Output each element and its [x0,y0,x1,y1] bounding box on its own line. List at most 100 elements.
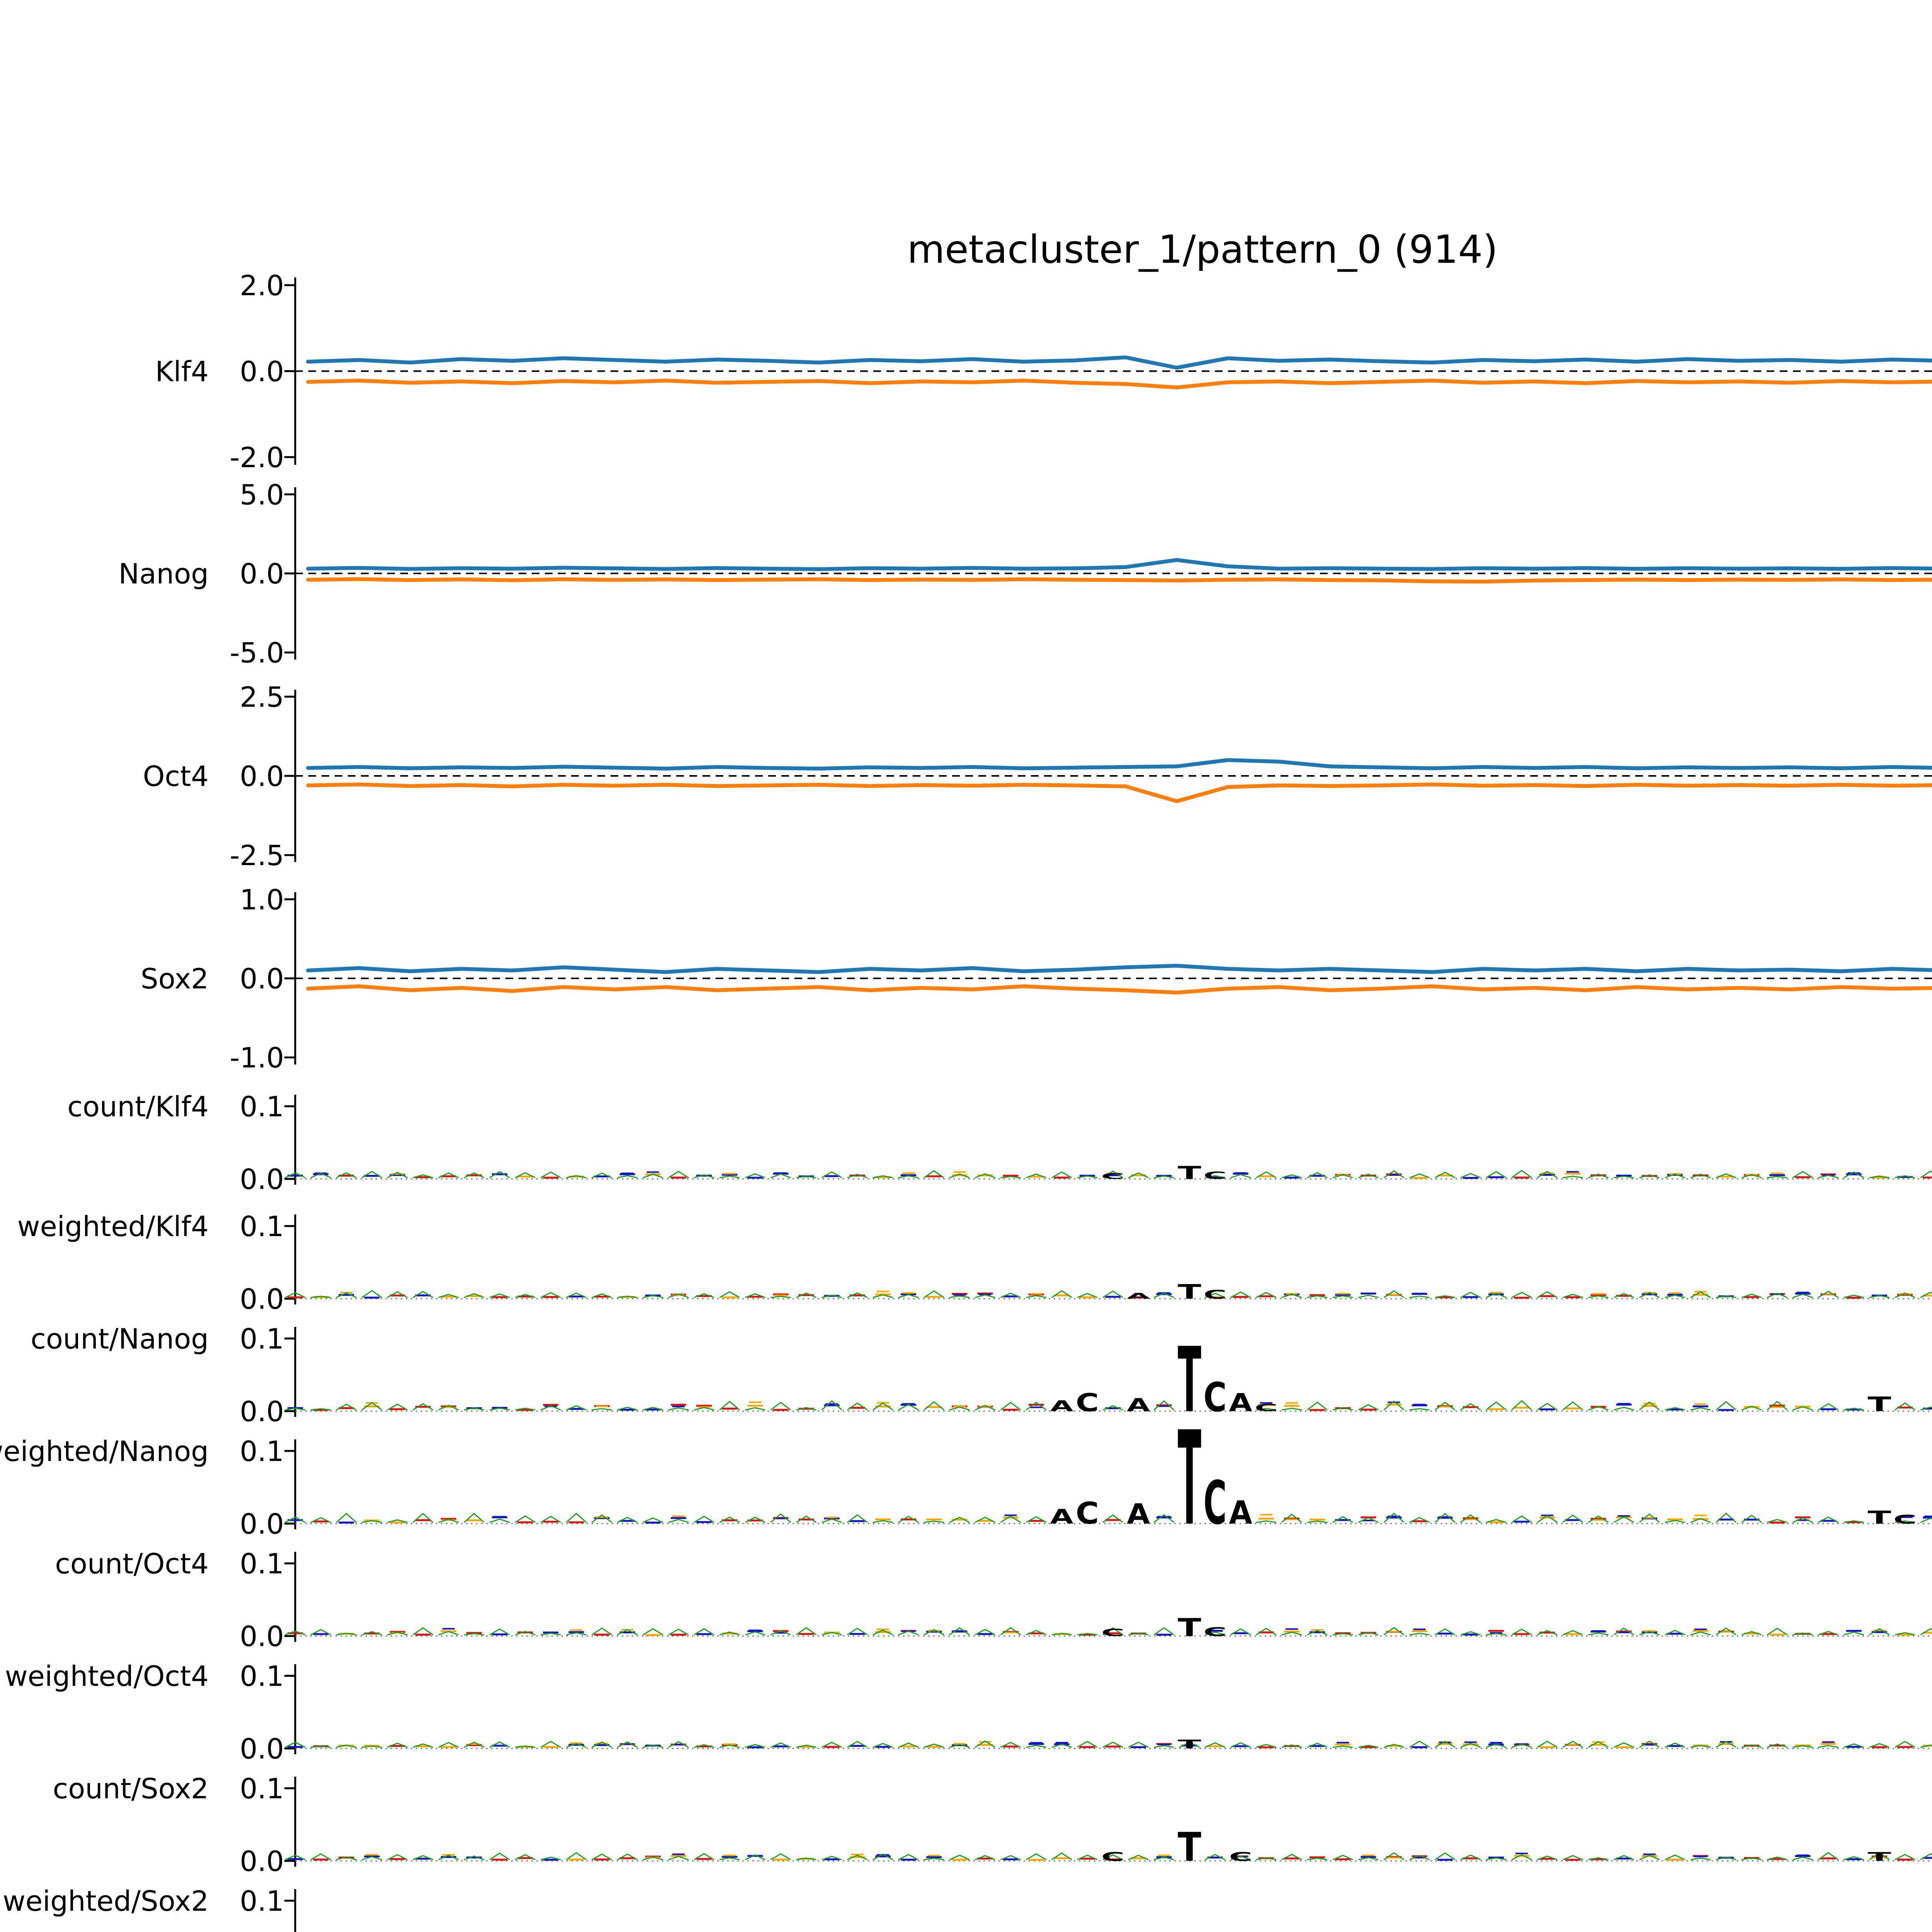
noise-dash [619,1173,635,1175]
noise-dash [672,1406,685,1408]
noise-caret [1205,1175,1225,1179]
noise-dash [440,1296,456,1298]
panel-count-sox2: 0.1 0.0 count/Sox2 C T C T [53,1772,1932,1878]
noise-caret [1562,1294,1583,1298]
panel-sox2: 1.0 0.0 -1.0 Sox2 [141,883,1932,1074]
noise-dash [1514,1296,1530,1299]
noise-caret [1486,1171,1507,1179]
noise-caret [336,1172,357,1179]
noise-caret [1511,1743,1532,1748]
panel-label: count/Nanog [31,1323,209,1355]
noise-dash [1156,1404,1172,1406]
noise-caret [412,1403,434,1411]
noise-caret [1434,1741,1456,1748]
noise-caret [1844,1520,1864,1523]
noise-caret [949,1627,970,1636]
noise-caret [1613,1742,1634,1748]
noise-dash [672,1853,685,1855]
noise-caret [847,1514,868,1523]
noise-caret [975,1740,996,1748]
noise-caret [1026,1853,1047,1861]
noise-caret [1102,1854,1123,1861]
noise-dash [798,1633,814,1635]
noise-caret [310,1517,331,1523]
noise-caret [362,1745,382,1748]
logo-letter-T: T [1178,1613,1201,1642]
noise-dash [1258,1295,1274,1298]
series-forward [306,355,1932,370]
noise-dash [1028,1743,1044,1745]
logo-letter-T: T [1178,1824,1201,1871]
noise-dash [979,1405,992,1407]
noise-caret [1434,1513,1456,1523]
noise-dash [1260,1514,1272,1516]
noise-dash [774,1517,787,1519]
noise-dash [1337,1742,1349,1743]
noise-caret [1741,1514,1762,1523]
noise-caret [1869,1175,1890,1179]
noise-dash [1820,1857,1836,1860]
noise-dash [1105,1858,1121,1861]
noise-dash [1388,1631,1400,1633]
noise-caret [898,1175,919,1179]
noise-caret [1256,1171,1277,1179]
noise-caret [1230,1174,1251,1179]
noise-dash [1285,1402,1298,1404]
panel-label: weighted/Oct4 [5,1660,209,1692]
y-tick-label: 0.1 [240,1548,284,1580]
y-tick-label: -5.0 [230,637,284,669]
noise-caret [770,1630,791,1636]
noise-caret [1307,1295,1328,1298]
noise-dash [313,1409,329,1411]
noise-caret [1920,1170,1932,1179]
noise-caret [847,1628,868,1636]
noise-caret [1613,1516,1634,1523]
noise-caret [1665,1629,1685,1636]
noise-dash [391,1173,404,1175]
noise-caret [336,1744,357,1748]
noise-dash [568,1631,584,1633]
noise-dash [1310,1519,1325,1521]
noise-caret [1511,1515,1532,1523]
noise-dash [492,1633,508,1636]
noise-dash [440,1746,456,1748]
noise-dash [466,1295,482,1297]
noise-caret [1537,1515,1558,1523]
noise-caret [1844,1408,1864,1411]
noise-dash [1565,1859,1581,1861]
logo-letter-T: T [1867,1507,1891,1528]
noise-dash [1233,1296,1248,1298]
noise-dash [645,1408,661,1411]
noise-dash [1412,1404,1427,1406]
noise-dash [696,1521,712,1523]
noise-caret [1281,1744,1302,1748]
noise-caret [1793,1856,1813,1861]
noise-dash [1285,1628,1298,1630]
noise-dash [1028,1859,1044,1861]
noise-caret [1869,1628,1890,1636]
noise-dash [1897,1634,1913,1636]
noise-caret [285,1516,306,1523]
noise-caret [1077,1175,1098,1179]
noise-caret [1358,1404,1379,1411]
noise-dash [1335,1743,1351,1746]
noise-caret [285,1742,306,1748]
noise-dash [1437,1174,1453,1177]
noise-dash [1641,1743,1657,1745]
noise-caret [617,1629,638,1636]
noise-dash [645,1634,661,1636]
noise-caret [668,1741,689,1748]
logo-letter-A: A [1050,1505,1073,1528]
noise-dash [1617,1515,1630,1517]
noise-dash [1079,1633,1095,1636]
noise-caret [1409,1517,1430,1523]
noise-dash [849,1520,865,1522]
noise-dash [696,1405,712,1407]
noise-dash [440,1405,456,1408]
noise-dash [1412,1746,1427,1748]
noise-caret [1358,1173,1379,1179]
noise-caret [1128,1854,1149,1861]
noise-dash [876,1854,889,1856]
noise-dash [1846,1858,1862,1861]
noise-caret [923,1857,944,1861]
